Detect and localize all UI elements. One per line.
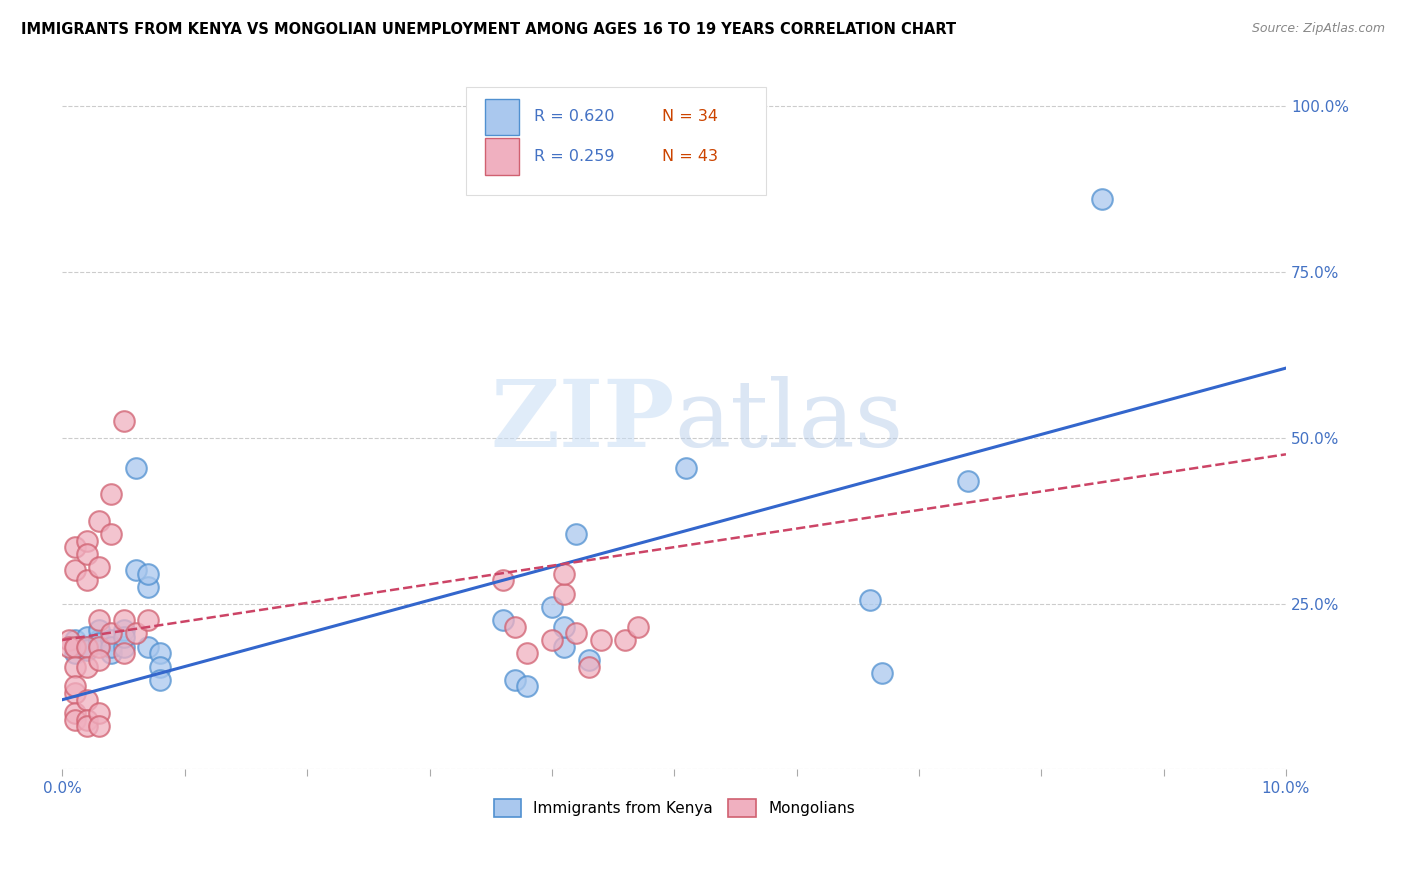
Point (553, 586, 575, 600)
Point (76, 640, 98, 654)
Text: IMMIGRANTS FROM KENYA VS MONGOLIAN UNEMPLOYMENT AMONG AGES 16 TO 19 YEARS CORREL: IMMIGRANTS FROM KENYA VS MONGOLIAN UNEMP… (21, 22, 956, 37)
Point (578, 659, 600, 673)
Text: R = 0.620: R = 0.620 (533, 110, 614, 124)
Point (76, 640, 98, 654)
Point (492, 613, 515, 627)
Point (63, 640, 86, 654)
Point (89, 719, 111, 733)
Point (125, 563, 148, 577)
Point (89, 636, 111, 650)
Point (578, 653, 600, 667)
Point (63, 563, 86, 577)
Point (136, 640, 159, 654)
Point (100, 626, 122, 640)
Point (136, 566, 159, 581)
Point (675, 460, 697, 475)
Point (76, 719, 98, 733)
Point (63, 640, 86, 654)
Point (89, 653, 111, 667)
Point (1091, 192, 1114, 206)
Point (626, 620, 648, 634)
Point (100, 646, 122, 660)
Text: R = 0.259: R = 0.259 (533, 149, 614, 164)
Point (125, 626, 148, 640)
Point (112, 613, 135, 627)
Point (149, 646, 172, 660)
Point (503, 673, 526, 687)
Text: atlas: atlas (675, 376, 904, 467)
Point (58, 640, 80, 654)
Point (136, 580, 159, 594)
Point (565, 626, 588, 640)
Point (63, 713, 86, 727)
Point (76, 533, 98, 548)
Point (553, 566, 575, 581)
FancyBboxPatch shape (467, 87, 766, 194)
FancyBboxPatch shape (485, 99, 519, 135)
Point (63, 540, 86, 554)
Text: ZIP: ZIP (489, 376, 675, 467)
Point (614, 632, 637, 647)
Text: Source: ZipAtlas.com: Source: ZipAtlas.com (1251, 22, 1385, 36)
Point (89, 623, 111, 637)
Point (112, 640, 135, 654)
Point (149, 659, 172, 673)
Point (100, 640, 122, 654)
Legend: Immigrants from Kenya, Mongolians: Immigrants from Kenya, Mongolians (486, 791, 862, 824)
Point (553, 640, 575, 654)
Point (100, 632, 122, 647)
Point (76, 643, 98, 657)
Point (89, 640, 111, 654)
Point (63, 659, 86, 673)
Point (76, 574, 98, 588)
Point (149, 673, 172, 687)
Point (63, 706, 86, 720)
Point (112, 630, 135, 644)
Point (63, 632, 86, 647)
Point (63, 686, 86, 700)
Point (100, 527, 122, 541)
Point (503, 620, 526, 634)
Point (76, 659, 98, 673)
Point (565, 527, 588, 541)
Point (63, 680, 86, 694)
Text: N = 34: N = 34 (662, 110, 718, 124)
FancyBboxPatch shape (485, 138, 519, 175)
Point (541, 632, 564, 647)
Point (89, 613, 111, 627)
Point (58, 632, 80, 647)
Point (112, 646, 135, 660)
Point (112, 414, 135, 428)
Point (89, 560, 111, 574)
Point (76, 547, 98, 561)
Point (76, 713, 98, 727)
Point (100, 487, 122, 501)
Point (76, 692, 98, 706)
Point (112, 623, 135, 637)
Point (89, 632, 111, 647)
Point (553, 620, 575, 634)
Point (589, 632, 612, 647)
Point (956, 474, 979, 488)
Point (516, 680, 538, 694)
Point (76, 630, 98, 644)
Point (859, 593, 882, 607)
Point (870, 666, 893, 681)
Text: N = 43: N = 43 (662, 149, 718, 164)
Point (89, 514, 111, 528)
Point (63, 646, 86, 660)
Point (125, 460, 148, 475)
Point (541, 599, 564, 614)
Point (492, 574, 515, 588)
Point (516, 646, 538, 660)
Point (89, 706, 111, 720)
Point (136, 613, 159, 627)
